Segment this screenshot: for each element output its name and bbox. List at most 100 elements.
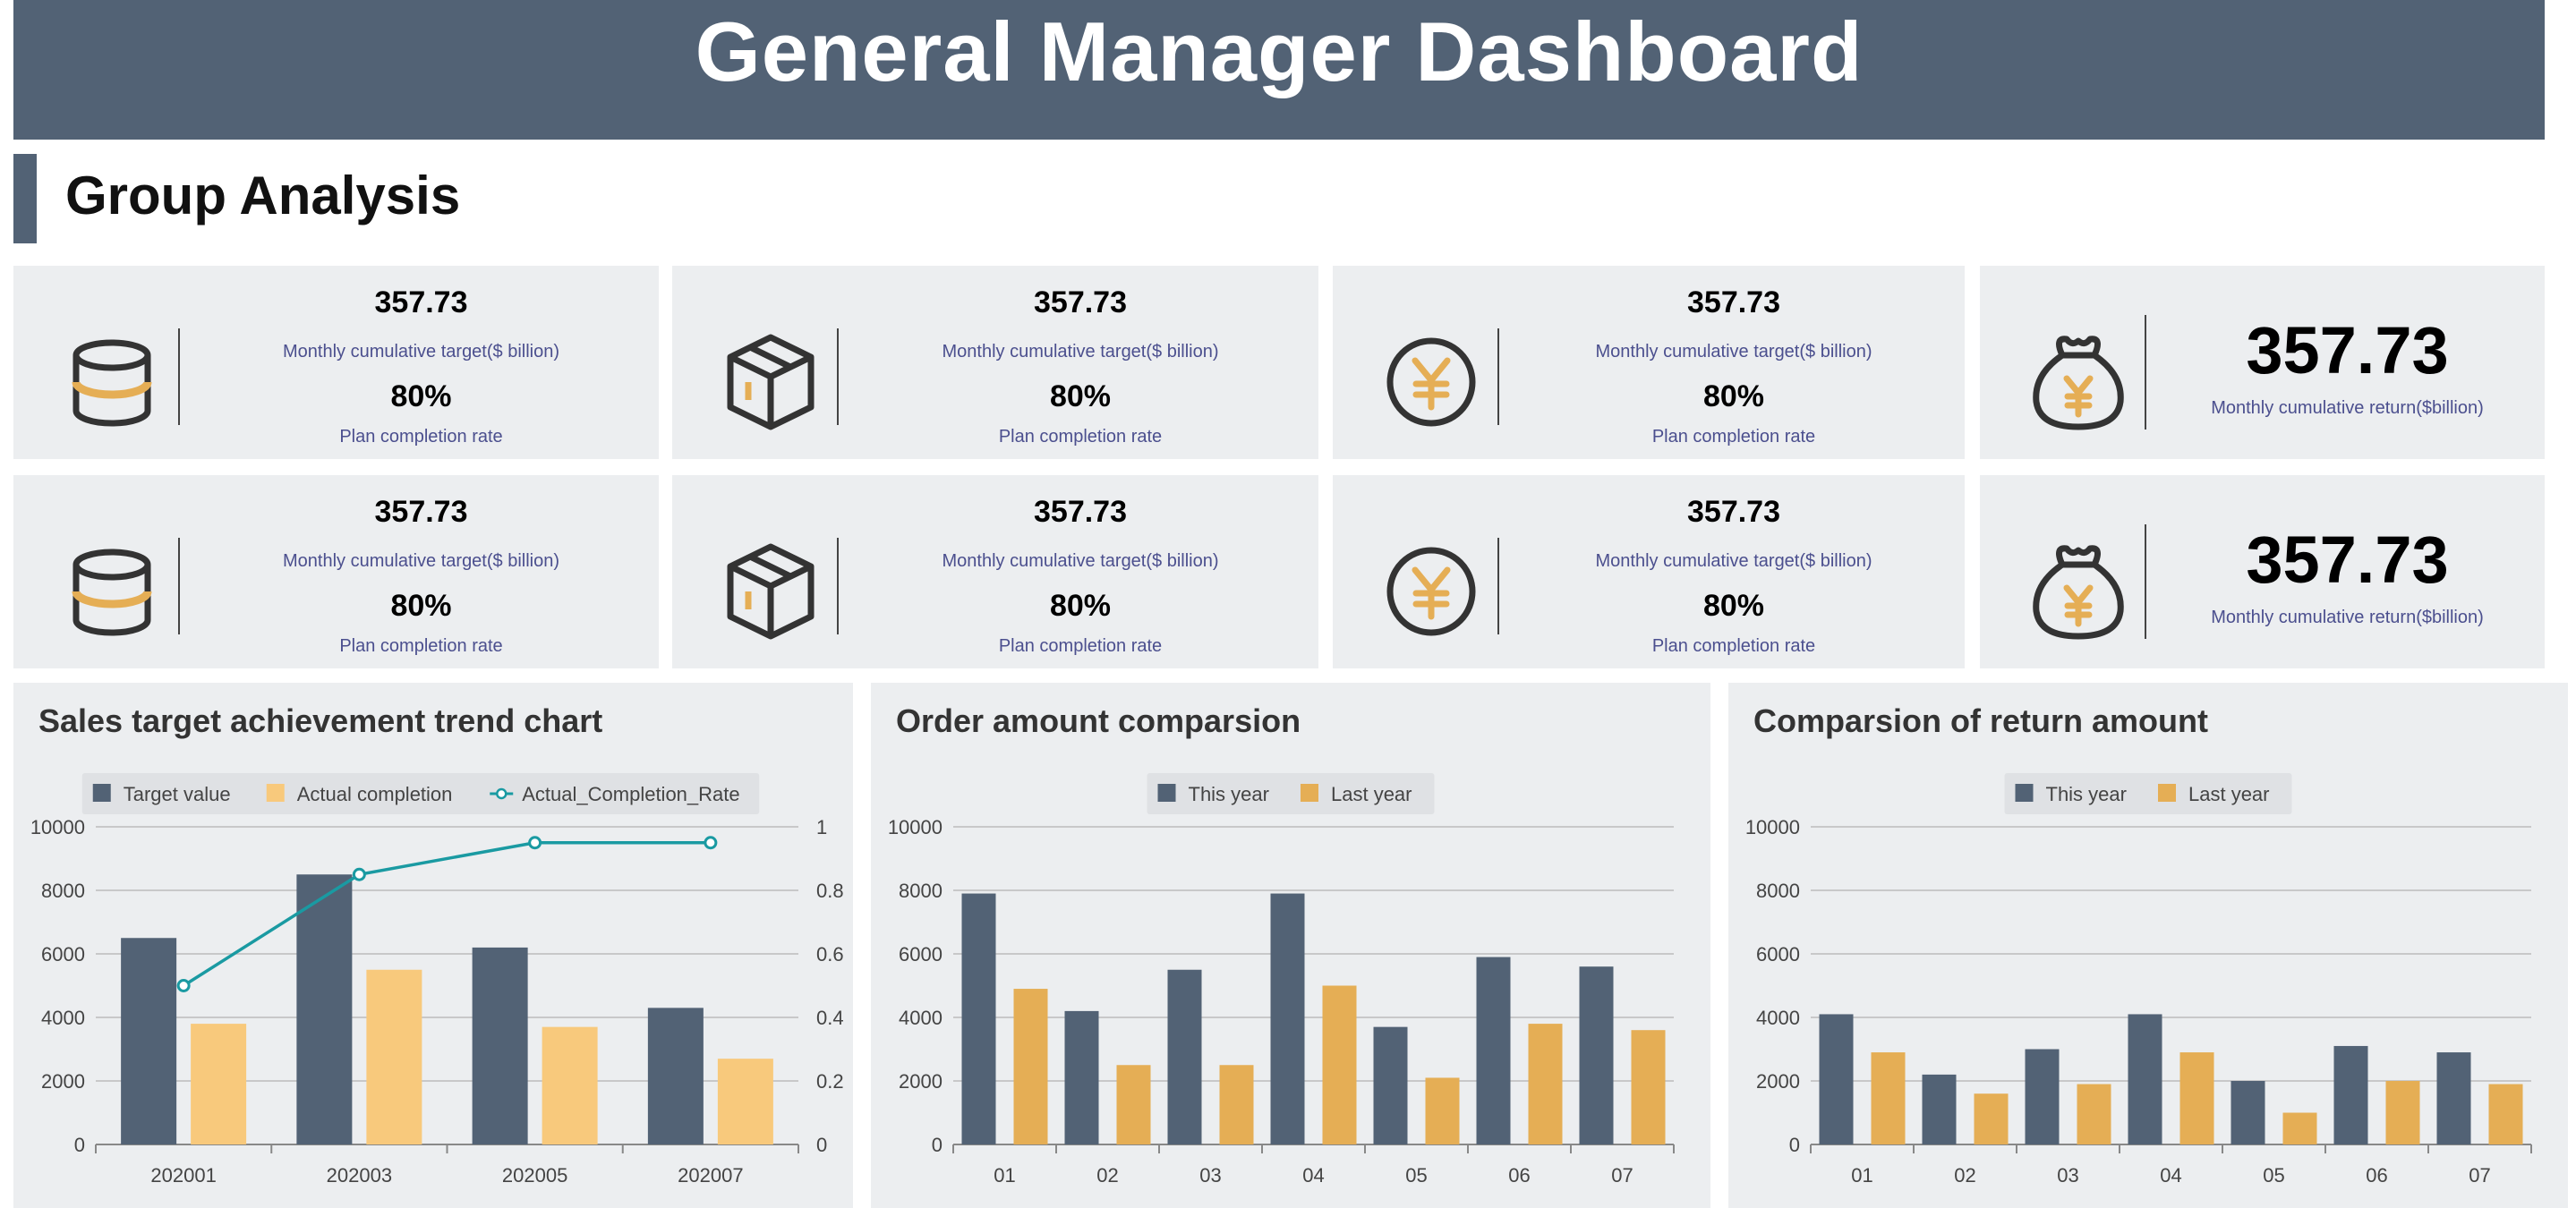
- kpi-card: 357.73 Monthly cumulative target($ billio…: [13, 266, 659, 459]
- legend-label[interactable]: Actual_Completion_Rate: [522, 783, 739, 805]
- bar-this-year[interactable]: [1819, 1014, 1854, 1144]
- kpi-rate-label: Plan completion rate: [998, 636, 1163, 656]
- y-tick-label: 4000: [41, 1007, 85, 1029]
- bar-last-year[interactable]: [1974, 1093, 2009, 1144]
- bar-last-year[interactable]: [1425, 1077, 1460, 1144]
- bar-this-year[interactable]: [1270, 893, 1305, 1144]
- x-tick-label: 05: [1405, 1164, 1427, 1187]
- legend-swatch: [92, 784, 111, 802]
- kpi-value: 357.73: [374, 495, 468, 529]
- rate-point[interactable]: [704, 836, 718, 850]
- x-tick-label: 01: [994, 1164, 1015, 1187]
- x-tick-label: 07: [1611, 1164, 1633, 1187]
- chart-svg: 10000 8000 6000 4000 2000 0 1 0.8 0.6 0.4 0.2 0 2020…: [30, 773, 844, 1187]
- section-title: Group Analysis: [65, 166, 461, 225]
- bar-this-year[interactable]: [1167, 969, 1202, 1144]
- bar-actual-completion[interactable]: [366, 969, 422, 1144]
- kpi-value: 357.73: [1034, 495, 1127, 529]
- legend-line-marker: [496, 787, 508, 800]
- bar-target-value[interactable]: [472, 947, 528, 1144]
- y2-tick-label: 0.2: [816, 1070, 844, 1093]
- bar-this-year[interactable]: [1922, 1074, 1957, 1144]
- bar-this-year[interactable]: [2436, 1052, 2471, 1144]
- kpi-divider: [837, 328, 839, 425]
- bar-this-year[interactable]: [2128, 1014, 2162, 1144]
- x-tick-label: 202001: [150, 1164, 216, 1187]
- x-tick-label: 06: [1508, 1164, 1530, 1187]
- legend-label[interactable]: Actual completion: [297, 783, 453, 805]
- kpi-divider: [2145, 524, 2146, 639]
- x-tick-label: 03: [2057, 1164, 2078, 1187]
- legend-swatch: [1157, 784, 1176, 802]
- bar-actual-completion[interactable]: [717, 1059, 773, 1144]
- bar-this-year[interactable]: [1373, 1026, 1408, 1144]
- x-tick-label: 05: [2263, 1164, 2284, 1187]
- kpi-value-label: Monthly cumulative target($ billion): [282, 342, 560, 362]
- y-tick-label: 4000: [899, 1007, 943, 1029]
- bar-this-year[interactable]: [2231, 1081, 2265, 1144]
- kpi-value: 357.73: [2246, 313, 2449, 387]
- bar-last-year[interactable]: [1322, 985, 1357, 1145]
- chart-panel: Comparsion of return amount 10000 8000 6000…: [1728, 683, 2568, 1208]
- bar-target-value[interactable]: [296, 874, 353, 1144]
- legend-label[interactable]: This year: [1189, 783, 1269, 805]
- bar-this-year[interactable]: [2333, 1045, 2368, 1144]
- x-tick-label: 07: [2469, 1164, 2490, 1187]
- rate-point[interactable]: [176, 979, 191, 992]
- legend-swatch: [2158, 784, 2176, 802]
- x-tick-label: 02: [1096, 1164, 1118, 1187]
- coin-stack-icon: [54, 328, 170, 436]
- bar-last-year[interactable]: [2385, 1081, 2420, 1144]
- bar-target-value[interactable]: [647, 1008, 704, 1144]
- kpi-card: 357.73 Monthly cumulative target($ billio…: [1333, 266, 1965, 459]
- bar-actual-completion[interactable]: [191, 1024, 247, 1144]
- bar-last-year[interactable]: [1631, 1030, 1666, 1144]
- kpi-rate-label: Plan completion rate: [1651, 636, 1816, 656]
- legend-swatch: [2015, 784, 2034, 802]
- legend-label[interactable]: This year: [2046, 783, 2127, 805]
- bar-target-value[interactable]: [121, 938, 177, 1144]
- bar-this-year[interactable]: [1476, 957, 1511, 1144]
- chart-panel: Sales target achievement trend chart 1000…: [13, 683, 853, 1208]
- bar-last-year[interactable]: [2282, 1112, 2317, 1145]
- legend-label[interactable]: Target value: [124, 783, 231, 805]
- rate-point[interactable]: [352, 867, 366, 881]
- rate-point[interactable]: [528, 836, 542, 850]
- bar-last-year[interactable]: [1219, 1065, 1254, 1144]
- chart-title: Sales target achievement trend chart: [38, 702, 603, 739]
- bar-last-year[interactable]: [1871, 1052, 1906, 1144]
- y-tick-label: 10000: [1745, 816, 1800, 838]
- kpi-rate: 80%: [1702, 379, 1765, 413]
- x-tick-label: 202005: [502, 1164, 567, 1187]
- kpi-divider: [1497, 328, 1499, 425]
- bar-actual-completion[interactable]: [542, 1026, 598, 1144]
- yen-coin-icon: [1373, 538, 1489, 645]
- rate-line: [183, 841, 711, 987]
- kpi-value-label: Monthly cumulative target($ billion): [942, 551, 1219, 571]
- y-tick-label: 10000: [888, 816, 943, 838]
- bar-this-year[interactable]: [961, 893, 996, 1144]
- bar-last-year[interactable]: [2077, 1084, 2111, 1144]
- y-tick-label: 8000: [41, 880, 85, 902]
- bar-last-year[interactable]: [1528, 1024, 1563, 1144]
- money-bag-icon: [2020, 328, 2137, 436]
- bar-this-year[interactable]: [1579, 966, 1614, 1144]
- legend-label[interactable]: Last year: [2188, 783, 2270, 805]
- bar-this-year[interactable]: [2025, 1049, 2060, 1145]
- legend-swatch: [266, 784, 285, 802]
- kpi-card: 357.73 Monthly cumulative target($ billio…: [672, 475, 1318, 668]
- kpi-value: 357.73: [2246, 523, 2449, 597]
- legend-label[interactable]: Last year: [1331, 783, 1412, 805]
- bar-this-year[interactable]: [1064, 1010, 1099, 1144]
- y2-tick-label: 1: [816, 816, 827, 838]
- y2-tick-label: 0.8: [816, 880, 844, 902]
- y-tick-label: 2000: [1756, 1070, 1800, 1093]
- y-tick-label: 0: [932, 1134, 943, 1156]
- bar-last-year[interactable]: [2488, 1084, 2523, 1144]
- section-accent-bar: [13, 154, 37, 243]
- x-tick-label: 202003: [327, 1164, 392, 1187]
- bar-last-year[interactable]: [1116, 1065, 1151, 1144]
- bar-last-year[interactable]: [1013, 989, 1048, 1144]
- kpi-rate-label: Plan completion rate: [998, 427, 1163, 447]
- bar-last-year[interactable]: [2179, 1052, 2214, 1144]
